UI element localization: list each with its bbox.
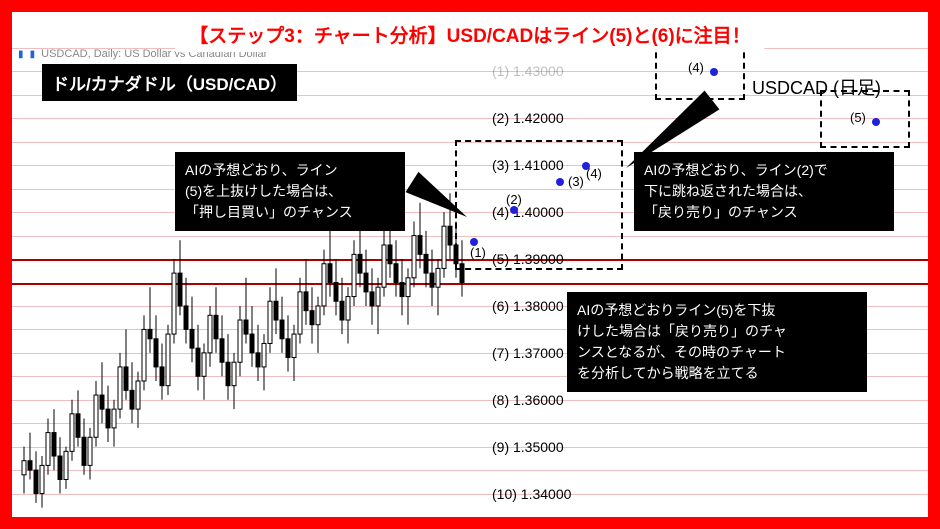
callout-breakout-down: AIの予想どおりライン(5)を下抜けした場合は「戻り売り」のチャンスとなるが、そ… <box>567 292 867 392</box>
header-title: 【ステップ3：チャート分析】USD/CADはライン(5)と(6)に注目！ <box>175 17 764 52</box>
arrow-icon <box>406 172 467 217</box>
pair-label: ドル/カナダドル（USD/CAD） <box>42 64 297 101</box>
chart-frame: 【ステップ3：チャート分析】USD/CADはライン(5)と(6)に注目！ ▮ ▮… <box>0 0 940 529</box>
callout-breakout-up: AIの予想どおり、ライン(5)を上抜けした場合は、「押し目買い」のチャンス <box>175 152 405 231</box>
callout-rejection: AIの予想どおり、ライン(2)で下に跳ね返された場合は、「戻り売り」のチャンス <box>634 152 894 231</box>
gridline <box>12 517 928 518</box>
